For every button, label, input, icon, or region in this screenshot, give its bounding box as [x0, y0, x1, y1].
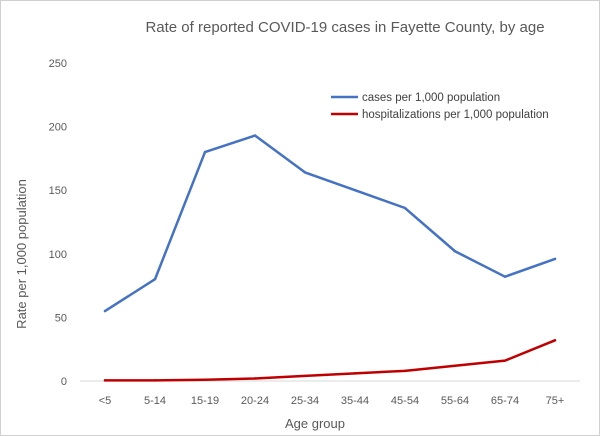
data-point [103, 379, 107, 382]
data-point [503, 359, 507, 362]
x-tick-label: 55-64 [441, 395, 469, 407]
data-point [203, 150, 207, 154]
x-axis-ticks: <5 5-14 15-19 20-24 25-34 35-44 45-54 55-64 65-7… [99, 395, 565, 407]
data-point [253, 134, 257, 137]
data-point [203, 378, 207, 381]
x-tick-label: 65-74 [491, 395, 519, 407]
chart-title: Rate of reported COVID-19 cases in Fayet… [145, 19, 544, 36]
x-tick-label: 75+ [546, 395, 565, 407]
y-tick-label: 200 [49, 122, 67, 134]
legend-entry: cases per 1,000 population [362, 92, 500, 104]
data-point [503, 275, 507, 278]
y-tick-label: 150 [49, 185, 67, 197]
x-tick-label: 25-34 [291, 395, 319, 407]
data-point [453, 364, 457, 367]
y-tick-label: 100 [49, 249, 67, 261]
y-tick-label: 50 [55, 312, 67, 324]
data-point [153, 278, 157, 281]
legend-entry: hospitalizations per 1,000 population [362, 109, 549, 121]
x-tick-label: 20-24 [241, 395, 269, 407]
y-axis-label: Rate per 1,000 population [14, 179, 29, 329]
data-point [403, 369, 407, 373]
data-point [303, 171, 307, 174]
x-axis-label: Age group [285, 416, 345, 431]
series-line-1 [103, 134, 557, 313]
data-point [103, 309, 107, 313]
data-point [303, 374, 307, 378]
data-point [403, 206, 407, 210]
data-point [253, 377, 257, 380]
data-point [153, 379, 157, 382]
x-tick-label: 15-19 [191, 395, 219, 407]
data-point [353, 189, 357, 192]
x-tick-label: 5-14 [144, 395, 166, 407]
y-tick-label: 0 [61, 376, 67, 388]
data-point [353, 372, 357, 375]
x-tick-label: 35-44 [341, 395, 369, 407]
series-layer [103, 134, 557, 382]
data-point [553, 257, 557, 261]
data-point [553, 339, 557, 342]
x-tick-label: <5 [99, 395, 112, 407]
x-tick-label: 45-54 [391, 395, 419, 407]
series-line-2 [103, 339, 557, 382]
y-tick-label: 250 [49, 58, 67, 70]
legend: cases per 1,000 population hospitalizatio… [331, 92, 549, 121]
y-axis-ticks: 0 50 100 150 200 250 [49, 58, 67, 388]
data-point [453, 250, 457, 253]
